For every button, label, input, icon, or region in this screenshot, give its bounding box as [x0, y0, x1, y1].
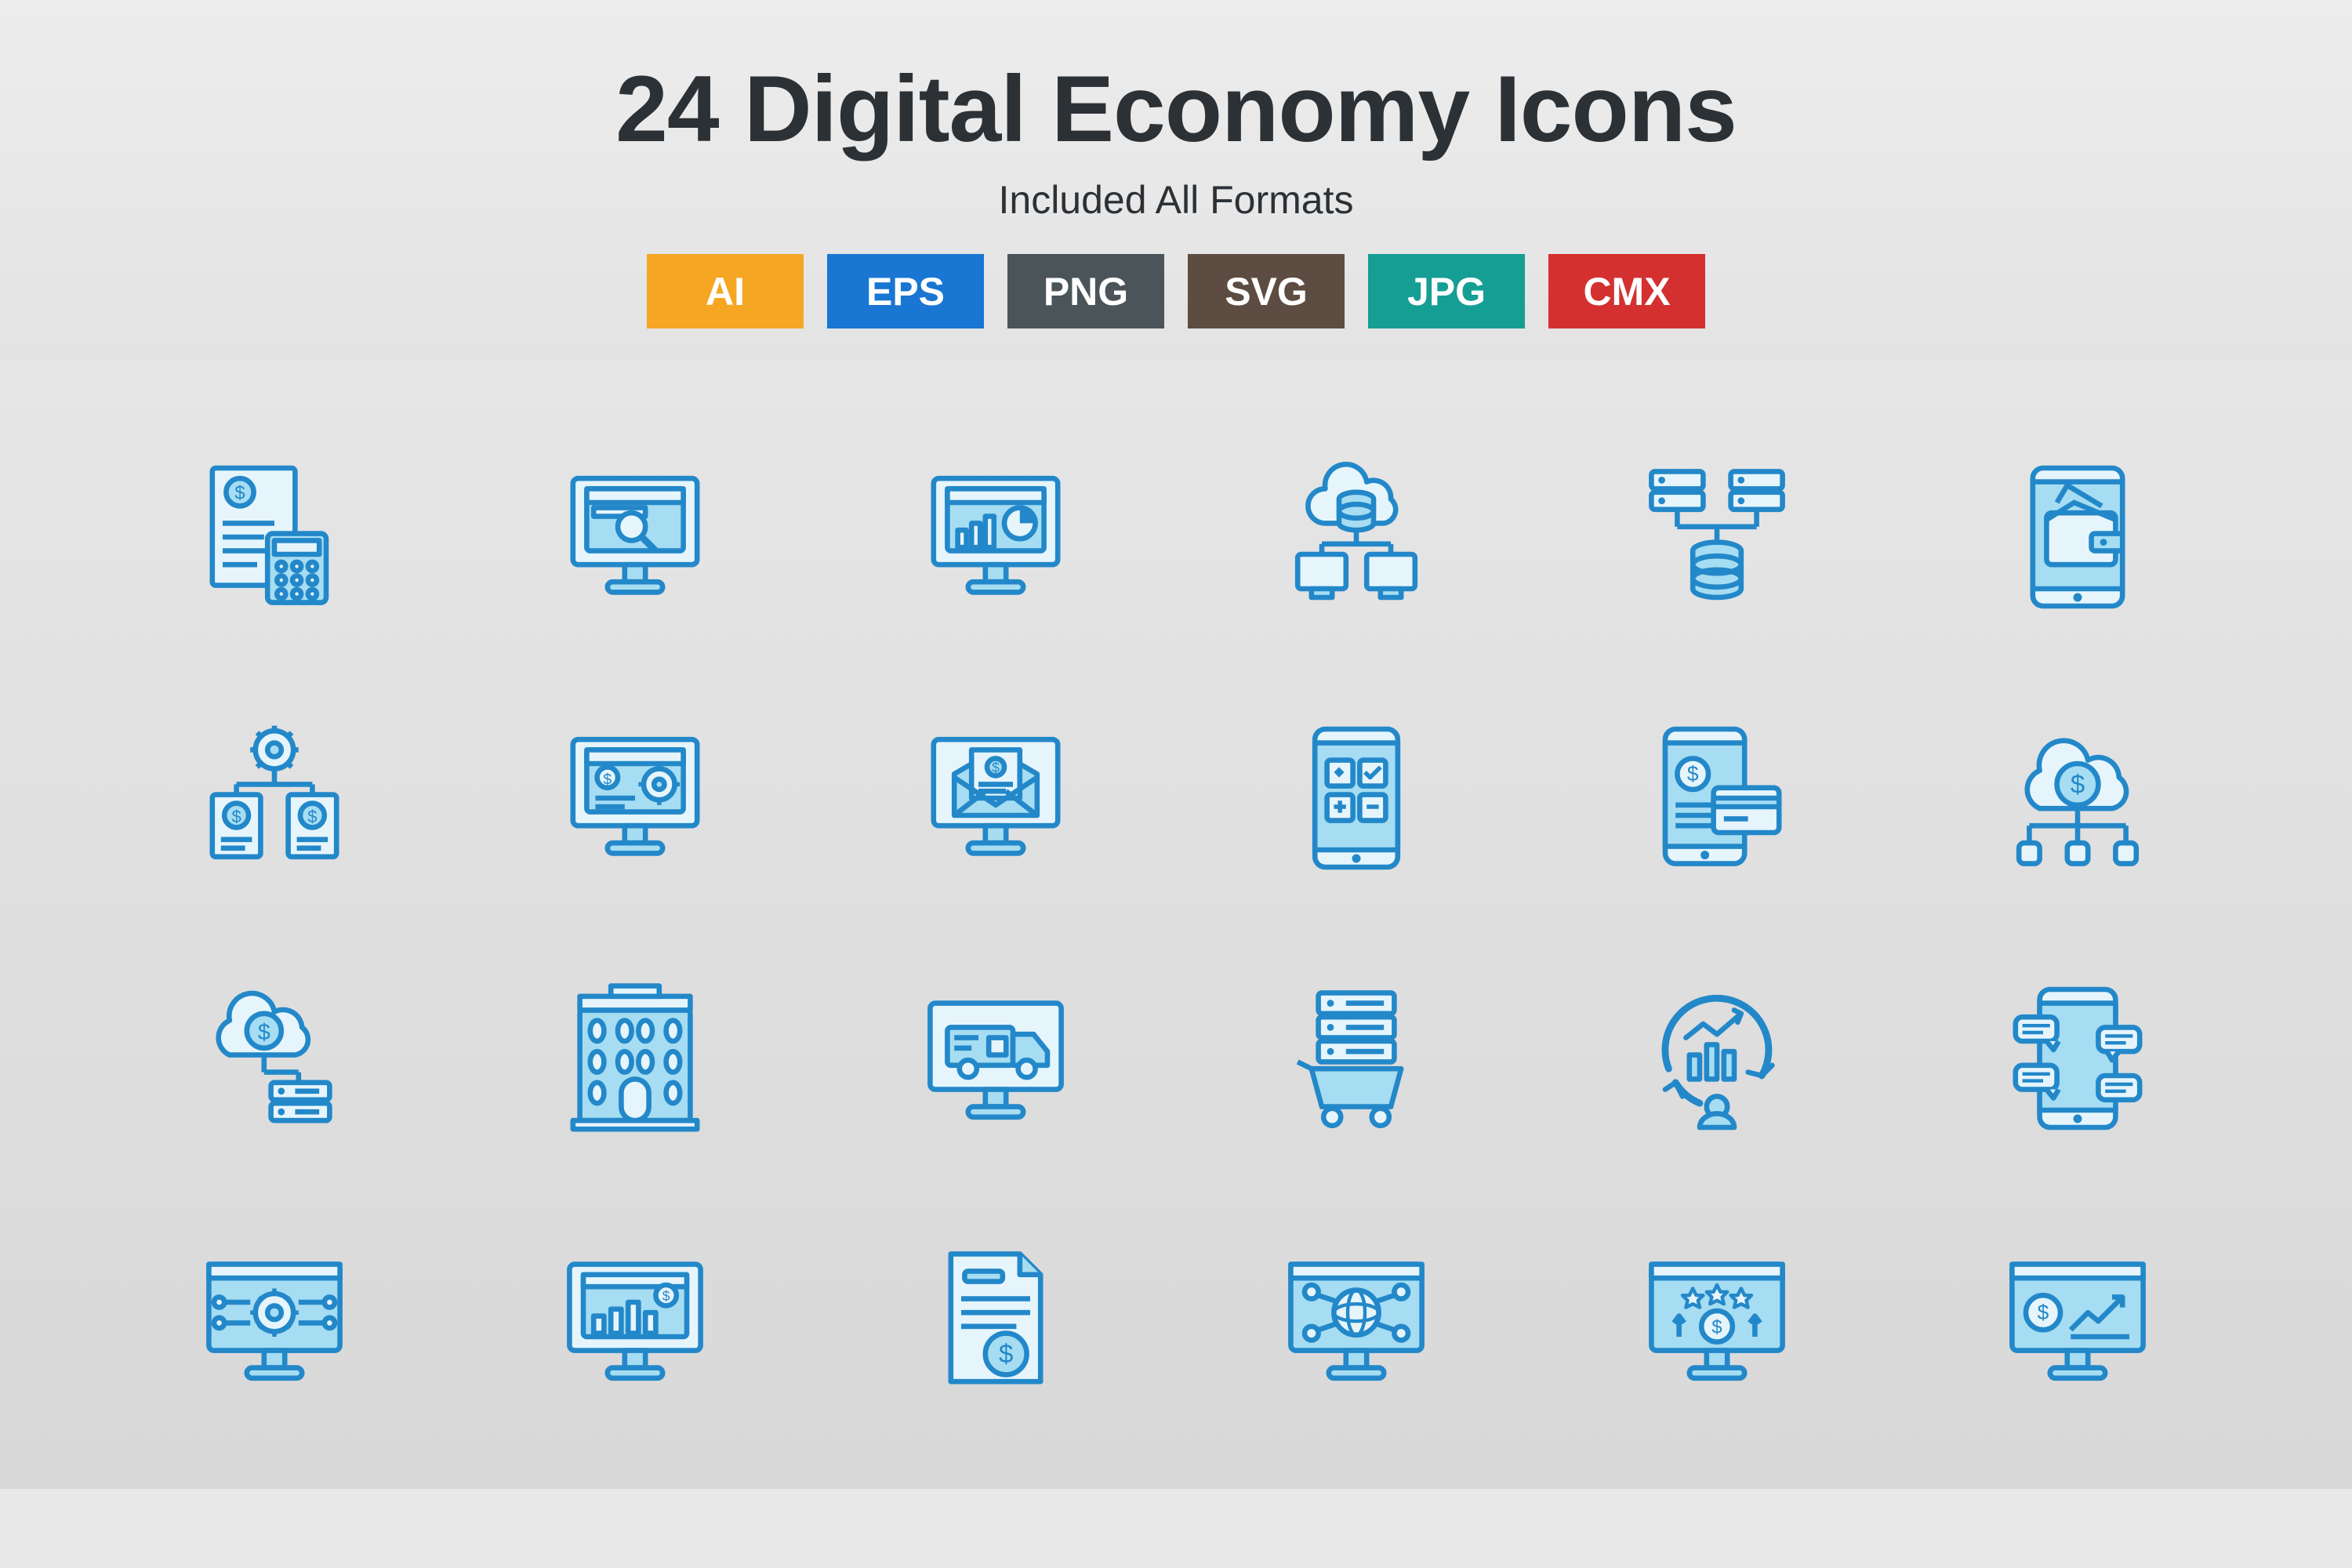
page-subtitle: Included All Formats: [0, 177, 2352, 223]
format-badge-png: PNG: [1007, 254, 1164, 328]
format-badge-eps: EPS: [827, 254, 984, 328]
cloud-money-network-icon: $: [1905, 676, 2250, 921]
svg-text:$: $: [662, 1288, 670, 1304]
monitor-gear-network-icon: [102, 1197, 447, 1443]
svg-text:$: $: [231, 807, 241, 826]
format-badge-ai: AI: [647, 254, 804, 328]
mobile-payment-card-icon: $: [1544, 676, 1889, 921]
format-badges-row: AI EPS PNG SVG JPG CMX: [0, 254, 2352, 328]
svg-text:$: $: [603, 771, 612, 788]
svg-text:$: $: [2038, 1301, 2049, 1324]
email-invoice-icon: $: [823, 676, 1168, 921]
mobile-wallet-icon: [1905, 415, 2250, 660]
mobile-calculator-apps-icon: [1184, 676, 1529, 921]
page-title: 24 Digital Economy Icons: [0, 55, 2352, 163]
cloud-database-computers-icon: [1184, 415, 1529, 660]
svg-text:$: $: [2071, 769, 2085, 798]
svg-text:$: $: [234, 483, 245, 504]
server-network-database-icon: [1544, 415, 1889, 660]
header: 24 Digital Economy Icons Included All Fo…: [0, 0, 2352, 360]
cloud-money-server-icon: $: [102, 936, 447, 1181]
svg-text:$: $: [307, 807, 317, 826]
finance-document-icon: $: [823, 1197, 1168, 1443]
icon-grid: $ $ $ $ $ $ $ $ $ $: [0, 360, 2352, 1489]
analytics-cycle-user-icon: [1544, 936, 1889, 1181]
svg-text:$: $: [258, 1020, 270, 1045]
bank-building-icon: [463, 936, 808, 1181]
monitor-globe-network-icon: [1184, 1197, 1529, 1443]
format-badge-svg: SVG: [1188, 254, 1345, 328]
svg-text:$: $: [1711, 1316, 1722, 1338]
monitor-money-growth-icon: $: [1905, 1197, 2250, 1443]
monitor-search-icon: [463, 415, 808, 660]
monitor-analytics-icon: [823, 415, 1168, 660]
monitor-bar-chart-finance-icon: $: [463, 1197, 808, 1443]
server-cart-icon: [1184, 936, 1529, 1181]
monitor-delivery-truck-icon: [823, 936, 1168, 1181]
monitor-finance-settings-icon: $: [463, 676, 808, 921]
monitor-money-rating-icon: $: [1544, 1197, 1889, 1443]
svg-text:$: $: [999, 1339, 1013, 1368]
invoice-calculator-icon: $: [102, 415, 447, 660]
format-badge-cmx: CMX: [1548, 254, 1705, 328]
svg-text:$: $: [1687, 762, 1699, 786]
gear-money-documents-icon: $ $: [102, 676, 447, 921]
mobile-chat-icon: [1905, 936, 2250, 1181]
svg-text:$: $: [992, 760, 1000, 775]
format-badge-jpg: JPG: [1368, 254, 1525, 328]
